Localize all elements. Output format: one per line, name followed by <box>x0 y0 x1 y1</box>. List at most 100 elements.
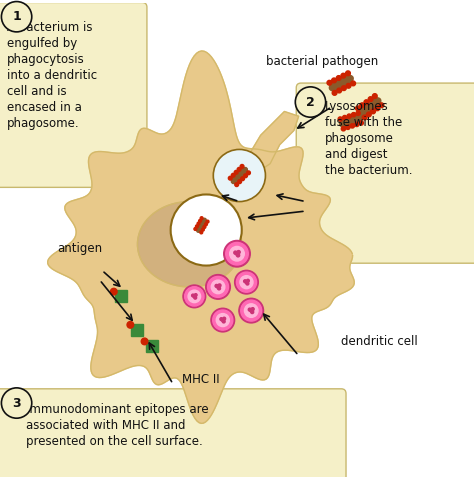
Circle shape <box>194 294 197 297</box>
Circle shape <box>1 388 32 418</box>
Ellipse shape <box>137 202 242 287</box>
Circle shape <box>213 310 233 330</box>
Circle shape <box>341 126 346 131</box>
Circle shape <box>241 300 262 321</box>
Circle shape <box>244 174 247 178</box>
Circle shape <box>360 103 365 108</box>
Circle shape <box>191 294 194 297</box>
Circle shape <box>206 220 209 223</box>
Circle shape <box>364 100 369 104</box>
Circle shape <box>332 91 337 95</box>
Circle shape <box>236 252 238 255</box>
Circle shape <box>234 171 238 174</box>
Polygon shape <box>246 112 299 173</box>
Circle shape <box>337 76 341 80</box>
Circle shape <box>332 78 337 83</box>
Circle shape <box>240 164 244 168</box>
Circle shape <box>375 106 380 111</box>
Circle shape <box>355 122 359 126</box>
Circle shape <box>341 86 346 91</box>
Text: Immunodominant epitopes are
associated with MHC II and
presented on the cell sur: Immunodominant epitopes are associated w… <box>26 403 209 448</box>
Ellipse shape <box>231 167 247 183</box>
Ellipse shape <box>329 75 353 91</box>
Circle shape <box>356 106 360 111</box>
Circle shape <box>246 282 249 285</box>
Circle shape <box>226 242 248 265</box>
Circle shape <box>183 285 206 308</box>
Circle shape <box>230 246 244 261</box>
Circle shape <box>346 125 350 129</box>
Circle shape <box>379 103 384 108</box>
Circle shape <box>327 80 332 85</box>
Circle shape <box>220 318 223 320</box>
Circle shape <box>213 149 265 202</box>
Text: 1: 1 <box>12 10 21 23</box>
Text: bacterial pathogen: bacterial pathogen <box>266 55 378 68</box>
Circle shape <box>211 308 235 332</box>
Circle shape <box>185 287 204 306</box>
Circle shape <box>188 290 201 303</box>
Circle shape <box>235 270 258 294</box>
Circle shape <box>352 113 356 117</box>
Polygon shape <box>48 51 354 423</box>
Circle shape <box>351 81 356 86</box>
Circle shape <box>244 280 246 283</box>
Text: A bacterium is
engulfed by
phagocytosis
into a dendritic
cell and is
encased in : A bacterium is engulfed by phagocytosis … <box>7 22 97 130</box>
Circle shape <box>245 281 248 284</box>
Circle shape <box>171 194 242 265</box>
Circle shape <box>218 284 221 287</box>
Circle shape <box>200 231 203 234</box>
Circle shape <box>205 223 208 226</box>
Circle shape <box>366 112 371 117</box>
Circle shape <box>250 309 253 312</box>
Circle shape <box>371 109 375 114</box>
Circle shape <box>241 177 245 181</box>
Circle shape <box>199 219 201 222</box>
Text: MHC II: MHC II <box>182 373 220 386</box>
Circle shape <box>347 114 351 118</box>
Circle shape <box>237 251 240 254</box>
Circle shape <box>201 228 204 231</box>
Circle shape <box>248 308 251 311</box>
Text: Lysosomes
fuse with the
phagosome
and digest
the bacterium.: Lysosomes fuse with the phagosome and di… <box>325 100 412 177</box>
Circle shape <box>337 88 342 93</box>
Circle shape <box>206 274 230 299</box>
Ellipse shape <box>196 218 207 232</box>
Circle shape <box>368 97 373 102</box>
Circle shape <box>295 87 326 117</box>
Circle shape <box>346 71 350 76</box>
Ellipse shape <box>339 115 362 127</box>
Circle shape <box>194 228 197 230</box>
Circle shape <box>231 173 235 177</box>
Circle shape <box>338 117 342 121</box>
Circle shape <box>350 124 355 128</box>
Circle shape <box>218 287 220 290</box>
Circle shape <box>237 254 240 257</box>
Circle shape <box>195 225 198 228</box>
Circle shape <box>246 279 249 282</box>
Circle shape <box>208 276 228 297</box>
Circle shape <box>245 304 258 318</box>
Circle shape <box>200 217 203 219</box>
Circle shape <box>215 285 218 287</box>
Ellipse shape <box>359 98 381 116</box>
Text: dendritic cell: dendritic cell <box>341 335 418 348</box>
Circle shape <box>237 272 256 292</box>
Circle shape <box>251 308 254 310</box>
Circle shape <box>356 111 360 115</box>
Text: 3: 3 <box>12 397 21 410</box>
Circle shape <box>194 297 197 299</box>
Circle shape <box>222 320 225 323</box>
Circle shape <box>343 115 347 120</box>
Circle shape <box>110 288 117 295</box>
Circle shape <box>211 280 225 294</box>
Circle shape <box>221 319 224 321</box>
Circle shape <box>217 285 219 288</box>
FancyBboxPatch shape <box>0 2 147 187</box>
Circle shape <box>224 240 250 267</box>
Circle shape <box>1 1 32 32</box>
Circle shape <box>246 171 250 175</box>
Circle shape <box>223 317 226 320</box>
Circle shape <box>228 176 232 180</box>
Circle shape <box>251 310 254 314</box>
